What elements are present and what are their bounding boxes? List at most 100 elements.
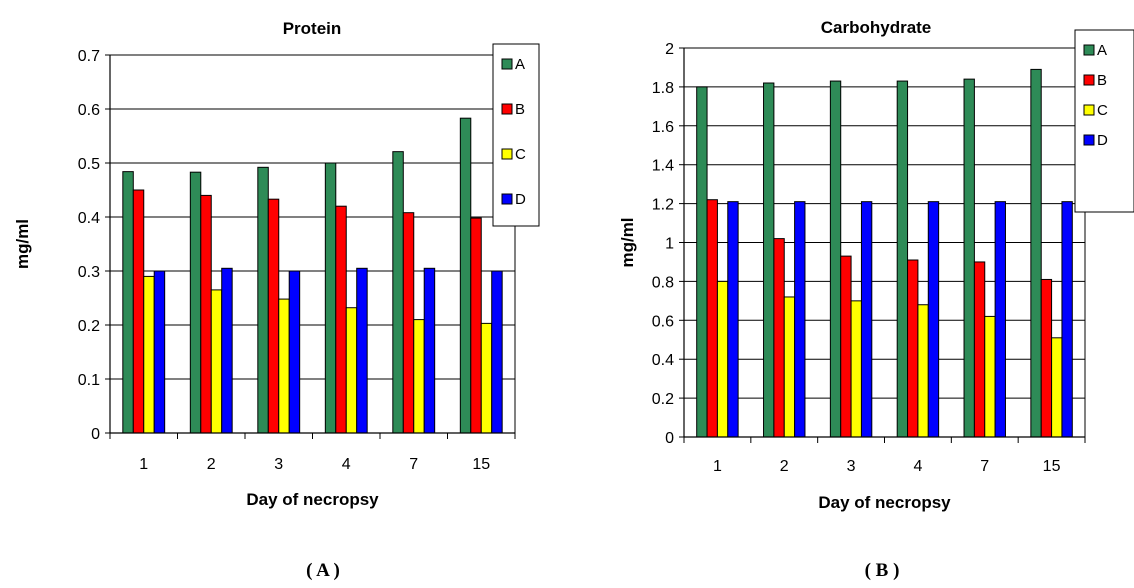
legend-label: C [515,146,526,163]
bar-d [727,201,739,438]
x-axis-label: Day of necropsy [818,493,951,512]
bar-a [189,171,202,434]
bar-c [850,300,862,438]
legend-swatch-c [501,148,513,160]
bar-b [1040,278,1053,438]
bar-d [356,267,368,434]
y-tick-label: 2 [665,41,674,58]
legend-swatch-d [501,193,513,205]
x-tick-label: 15 [1043,458,1061,475]
legend: A B C D [492,43,540,227]
x-tick-label: 2 [780,458,789,475]
bar-a [257,166,269,434]
bar-c [480,322,493,434]
y-tick-label: 0 [665,430,674,447]
bar-a [829,80,842,438]
bar-b [470,217,482,434]
y-tick-label: 0.8 [652,274,674,291]
chart-carbohydrate: Carbohydrate 0 0.2 0.4 0.6 0.8 1 1.2 1.4 1.6 1.8 2 1… [618,18,1134,581]
legend-swatch-b [501,103,513,115]
x-tick-label: 7 [980,458,989,475]
y-tick-label: 1.4 [652,158,674,175]
y-tick-label: 0 [91,426,100,443]
bar-b [706,199,718,438]
bar-a [696,86,708,438]
x-tick-label: 3 [274,456,283,473]
y-tick-label: 0.5 [78,156,100,173]
legend-label: A [1097,42,1107,59]
y-tick-label: 0.1 [78,372,100,389]
bar-b [840,255,852,438]
bar-d [794,201,806,438]
legend-swatch-c [1083,104,1095,116]
chart-title: Carbohydrate [821,18,932,37]
y-tick-label: 1 [665,236,674,253]
bar-b [773,238,785,438]
bar-b [973,261,986,438]
bar-c [917,304,929,438]
bar-d [491,270,503,434]
bar-a [122,171,134,434]
x-tick-label: 1 [713,458,722,475]
legend-label: B [1097,72,1107,89]
y-axis-label: mg/ml [13,219,32,269]
legend-swatch-d [1083,134,1095,146]
x-tick-label: 1 [139,456,148,473]
bar-a [459,117,472,434]
bar-b [907,259,919,438]
legend-swatch-a [501,58,513,70]
x-tick-label: 4 [342,456,351,473]
legend-swatch-a [1083,44,1095,56]
bar-a [763,82,775,438]
x-tick-label: 4 [913,458,922,475]
chart-protein: Protein 0 0.1 0.2 0.3 0.4 0.5 0.6 0.7 1 2 3 4 7 15 Day … [13,19,540,581]
y-tick-label: 1.2 [652,197,674,214]
y-tick-label: 0.7 [78,48,100,65]
legend-box [1074,29,1134,213]
legend-label: D [515,191,526,208]
panel-label: ( B ) [865,560,900,581]
y-tick-label: 0.2 [78,318,100,335]
bar-c [143,275,155,434]
bar-c [716,280,729,438]
y-tick-label: 1.8 [652,80,674,97]
legend-swatch-b [1083,74,1095,86]
bar-a [1030,68,1042,438]
y-tick-label: 0.4 [652,352,674,369]
legend-label: C [1097,102,1108,119]
bar-c [783,296,796,438]
bar-d [994,201,1006,438]
bar-c [278,298,290,434]
x-tick-label: 2 [207,456,216,473]
legend-label: B [515,101,525,118]
bar-d [927,201,940,438]
panel-label: ( A ) [306,560,340,581]
x-axis-label: Day of necropsy [246,490,379,509]
x-tick-label: 15 [472,456,490,473]
bar-d [153,270,166,434]
y-tick-label: 0.2 [652,391,674,408]
bar-c [345,307,358,434]
chart-title: Protein [283,19,342,38]
y-axis-label: mg/ml [618,217,637,267]
bar-a [392,151,404,434]
y-tick-label: 0.4 [78,210,100,227]
bar-b [267,198,280,434]
x-tick-label: 7 [409,456,418,473]
y-tick-label: 0.3 [78,264,100,281]
bar-c [210,289,223,434]
bar-d [221,267,233,434]
bar-d [288,270,301,434]
bar-c [1051,337,1063,438]
y-tick-label: 0.6 [652,313,674,330]
y-tick-label: 1.6 [652,119,674,136]
legend-label: A [515,56,525,73]
bar-a [324,162,337,434]
bar-d [860,201,873,438]
bar-b [402,212,415,434]
bar-a [896,80,909,438]
y-tick-label: 0.6 [78,102,100,119]
legend-box [492,43,540,227]
